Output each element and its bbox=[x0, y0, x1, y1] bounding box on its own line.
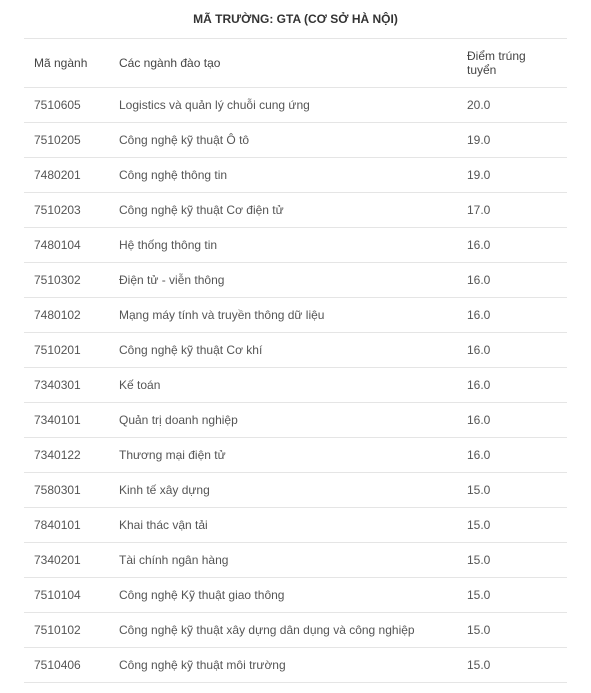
page-container: MÃ TRƯỜNG: GTA (CƠ SỞ HÀ NỘI) Mã ngành C… bbox=[0, 0, 591, 693]
cell-name: Quản trị doanh nghiệp bbox=[109, 403, 457, 438]
cell-name: Công nghệ kỹ thuật xây dựng dân dụng và … bbox=[109, 613, 457, 648]
table-row: 7340301Kế toán16.0 bbox=[24, 368, 567, 403]
cell-name: Kinh tế xây dựng bbox=[109, 473, 457, 508]
cell-name: Công nghệ kỹ thuật Cơ khí bbox=[109, 333, 457, 368]
table-row: 7340201Tài chính ngân hàng15.0 bbox=[24, 543, 567, 578]
cell-code: 7480102 bbox=[24, 298, 109, 333]
cell-score: 19.0 bbox=[457, 123, 567, 158]
table-row: 7510104Công nghệ Kỹ thuật giao thông15.0 bbox=[24, 578, 567, 613]
table-row: 7510201Công nghệ kỹ thuật Cơ khí16.0 bbox=[24, 333, 567, 368]
cell-code: 7340122 bbox=[24, 438, 109, 473]
cell-code: 7480104 bbox=[24, 228, 109, 263]
table-row: 7840101Khai thác vận tải15.0 bbox=[24, 508, 567, 543]
cell-code: 7340301 bbox=[24, 368, 109, 403]
cell-code: 7510203 bbox=[24, 193, 109, 228]
table-row: 7340122Thương mại điện tử16.0 bbox=[24, 438, 567, 473]
cell-code: 7340201 bbox=[24, 543, 109, 578]
cell-name: Khai thác vận tải bbox=[109, 508, 457, 543]
cell-score: 16.0 bbox=[457, 228, 567, 263]
cell-score: 15.0 bbox=[457, 543, 567, 578]
cell-score: 20.0 bbox=[457, 88, 567, 123]
cell-name: Kế toán bbox=[109, 368, 457, 403]
admission-table: Mã ngành Các ngành đào tạo Điểm trúng tu… bbox=[24, 38, 567, 683]
cell-score: 15.0 bbox=[457, 613, 567, 648]
cell-score: 15.0 bbox=[457, 473, 567, 508]
table-row: 7510203Công nghệ kỹ thuật Cơ điện tử17.0 bbox=[24, 193, 567, 228]
cell-name: Tài chính ngân hàng bbox=[109, 543, 457, 578]
col-header-code: Mã ngành bbox=[24, 39, 109, 88]
table-row: 7480104Hệ thống thông tin16.0 bbox=[24, 228, 567, 263]
cell-score: 19.0 bbox=[457, 158, 567, 193]
table-row: 7510102Công nghệ kỹ thuật xây dựng dân d… bbox=[24, 613, 567, 648]
col-header-score: Điểm trúng tuyển bbox=[457, 39, 567, 88]
cell-code: 7480201 bbox=[24, 158, 109, 193]
cell-code: 7340101 bbox=[24, 403, 109, 438]
cell-code: 7510605 bbox=[24, 88, 109, 123]
table-row: 7480102Mạng máy tính và truyền thông dữ … bbox=[24, 298, 567, 333]
table-row: 7480201Công nghệ thông tin19.0 bbox=[24, 158, 567, 193]
cell-name: Công nghệ kỹ thuật môi trường bbox=[109, 648, 457, 683]
cell-name: Công nghệ kỹ thuật Ô tô bbox=[109, 123, 457, 158]
cell-name: Hệ thống thông tin bbox=[109, 228, 457, 263]
cell-score: 16.0 bbox=[457, 263, 567, 298]
cell-score: 15.0 bbox=[457, 508, 567, 543]
cell-code: 7510302 bbox=[24, 263, 109, 298]
table-row: 7340101Quản trị doanh nghiệp16.0 bbox=[24, 403, 567, 438]
cell-score: 16.0 bbox=[457, 438, 567, 473]
cell-code: 7580301 bbox=[24, 473, 109, 508]
cell-name: Logistics và quản lý chuỗi cung ứng bbox=[109, 88, 457, 123]
table-row: 7510406Công nghệ kỹ thuật môi trường15.0 bbox=[24, 648, 567, 683]
cell-score: 17.0 bbox=[457, 193, 567, 228]
cell-name: Công nghệ Kỹ thuật giao thông bbox=[109, 578, 457, 613]
cell-score: 16.0 bbox=[457, 333, 567, 368]
table-row: 7580301Kinh tế xây dựng15.0 bbox=[24, 473, 567, 508]
table-row: 7510205Công nghệ kỹ thuật Ô tô19.0 bbox=[24, 123, 567, 158]
cell-code: 7510406 bbox=[24, 648, 109, 683]
cell-score: 15.0 bbox=[457, 578, 567, 613]
cell-score: 16.0 bbox=[457, 368, 567, 403]
cell-name: Công nghệ kỹ thuật Cơ điện tử bbox=[109, 193, 457, 228]
cell-name: Điện tử - viễn thông bbox=[109, 263, 457, 298]
cell-code: 7510104 bbox=[24, 578, 109, 613]
table-body: 7510605Logistics và quản lý chuỗi cung ứ… bbox=[24, 88, 567, 683]
cell-name: Công nghệ thông tin bbox=[109, 158, 457, 193]
cell-name: Thương mại điện tử bbox=[109, 438, 457, 473]
cell-code: 7840101 bbox=[24, 508, 109, 543]
cell-name: Mạng máy tính và truyền thông dữ liệu bbox=[109, 298, 457, 333]
cell-code: 7510205 bbox=[24, 123, 109, 158]
cell-code: 7510102 bbox=[24, 613, 109, 648]
col-header-name: Các ngành đào tạo bbox=[109, 39, 457, 88]
table-row: 7510605Logistics và quản lý chuỗi cung ứ… bbox=[24, 88, 567, 123]
cell-code: 7510201 bbox=[24, 333, 109, 368]
cell-score: 16.0 bbox=[457, 298, 567, 333]
table-header-row: Mã ngành Các ngành đào tạo Điểm trúng tu… bbox=[24, 39, 567, 88]
cell-score: 16.0 bbox=[457, 403, 567, 438]
page-title: MÃ TRƯỜNG: GTA (CƠ SỞ HÀ NỘI) bbox=[24, 8, 567, 38]
table-row: 7510302Điện tử - viễn thông16.0 bbox=[24, 263, 567, 298]
cell-score: 15.0 bbox=[457, 648, 567, 683]
